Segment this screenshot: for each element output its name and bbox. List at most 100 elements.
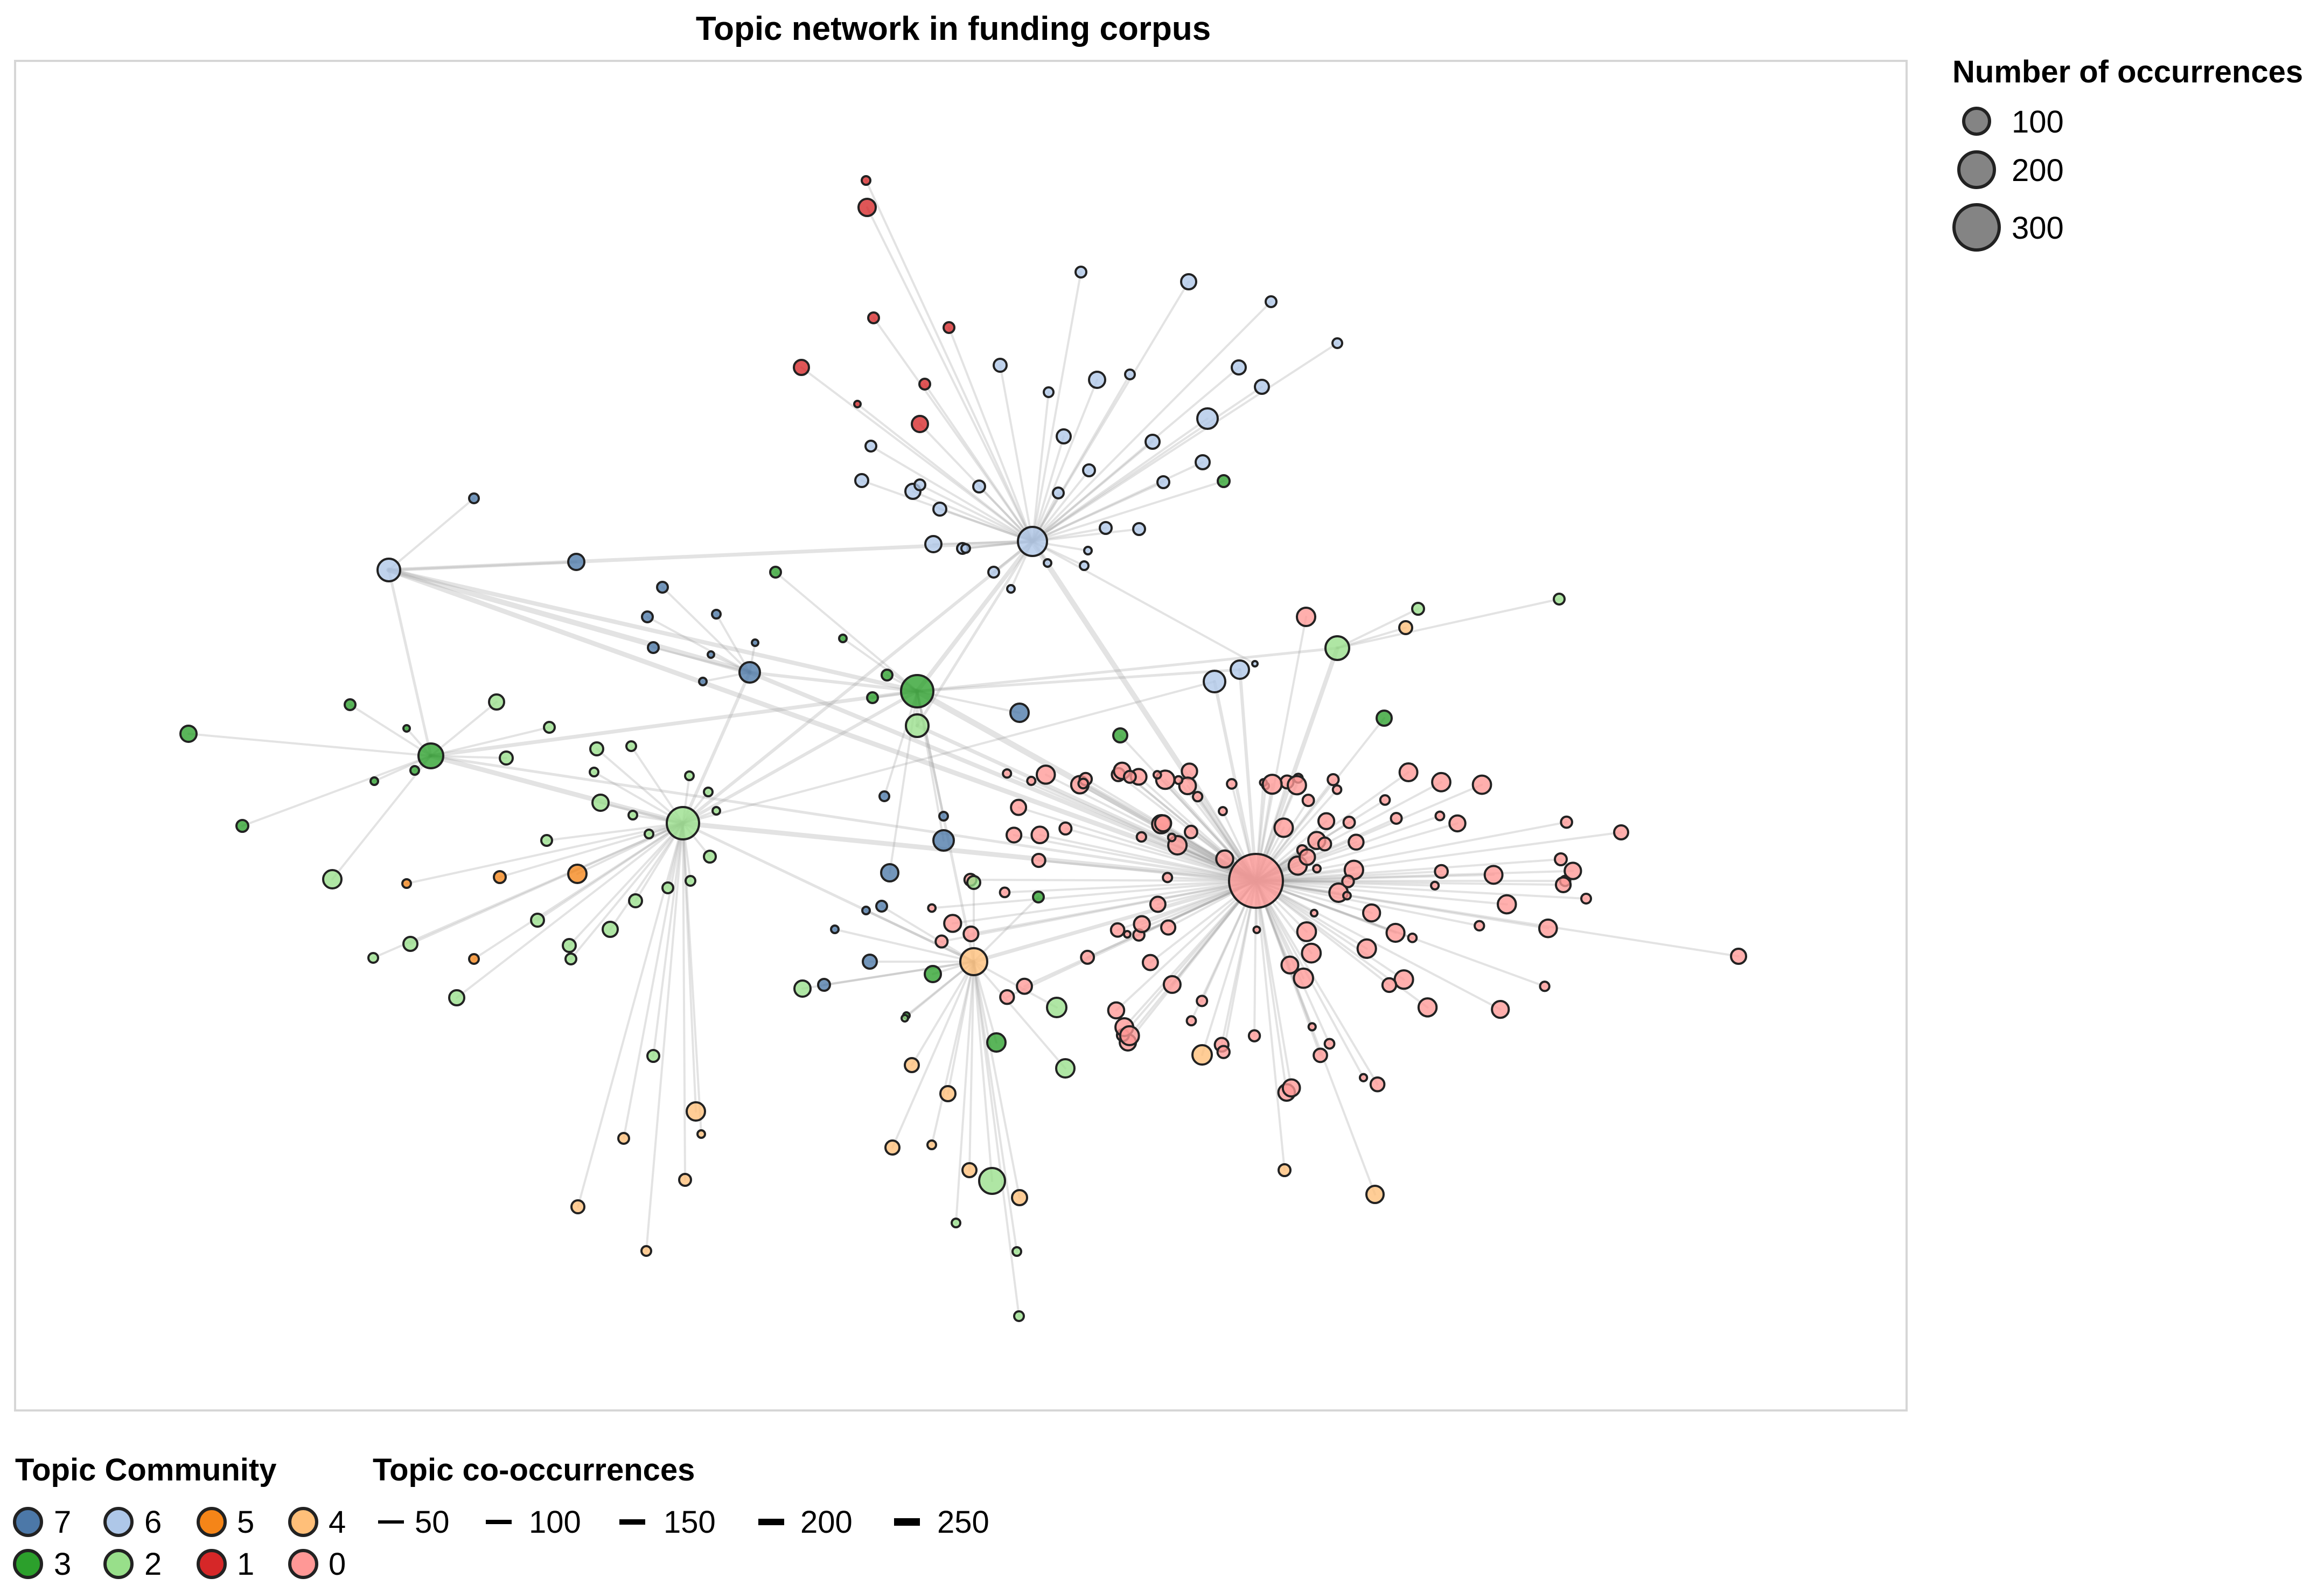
topic-node-c0-106 [1119,1025,1140,1046]
edge-hub0-50 [1006,880,1257,998]
topic-node-c0-83 [1327,773,1340,787]
community-legend-label-1: 1 [237,1547,255,1582]
topic-node-c0-41 [1191,790,1204,803]
edge-hub0-85 [1017,806,1257,882]
topic-node-c2-113 [1411,602,1425,616]
edge-legend-label-250: 250 [937,1505,989,1540]
topic-node-c0-61 [1185,1015,1197,1027]
topic-node-c0-59 [1031,852,1046,868]
edge-hub0-2 [1127,880,1257,1044]
topic-node-c2-112 [646,1049,660,1063]
topic-node-c0-79 [1122,930,1132,939]
topic-node-c6-29 [924,535,943,553]
edge-periph-58 [865,909,975,963]
topic-node-c0-51 [1107,1001,1126,1020]
topic-node-c6-15 [1231,359,1247,376]
edge-bridge-17 [748,671,919,693]
topic-node-c2-83 [589,767,599,777]
topic-node-c0-107 [1030,825,1050,845]
topic-node-c1-2 [867,311,880,324]
topic-node-c2-108 [978,1167,1006,1195]
topic-node-c6-20 [1144,434,1161,450]
plot-frame [14,60,1908,1412]
edge-periph-0 [866,206,1034,543]
topic-node-c0-137 [1613,824,1629,840]
edge-bridge-9 [681,690,919,825]
topic-node-c0-138 [1554,852,1568,866]
topic-node-c4-119 [686,1101,706,1122]
topic-node-c2-92 [685,875,696,887]
topic-node-c0-64 [1287,775,1307,796]
edge-periph-78 [430,701,498,757]
topic-node-c2-103 [966,875,981,890]
edge-bridge-10 [681,540,1034,825]
topic-node-c2-79 [543,721,556,734]
topic-node-c0-78 [927,903,937,913]
topic-node-c0-84 [1080,949,1095,965]
edge-periph-33 [1031,528,1140,543]
topic-node-c7-47 [711,609,722,620]
topic-node-c2-87 [703,787,714,797]
topic-node-c0-135 [1296,607,1316,627]
edge-bridge-5 [428,753,686,826]
topic-node-c0-34 [1154,814,1173,833]
topic-node-c6-11 [1331,337,1343,349]
edge-periph-16 [1031,386,1263,543]
edge-hub0-51 [1115,880,1257,1012]
edge-periph-128 [931,961,975,1146]
topic-node-c6-25 [972,479,986,493]
edge-hub0-7 [1255,880,1405,981]
topic-node-c2-85 [627,810,638,821]
edge-hub0-78 [931,880,1257,909]
community-legend-title: Topic Community [15,1452,277,1487]
topic-node-c6-39 [1006,584,1016,594]
topic-node-c2-102 [322,869,343,889]
topic-node-c0-87 [1434,864,1449,879]
topic-node-c5-116 [493,870,507,884]
topic-node-c6-10 [1265,295,1278,308]
topic-node-c0-54 [1483,865,1504,885]
size-legend-title: Number of occurrences [1952,54,2304,89]
topic-node-c4-121 [696,1129,706,1139]
topic-node-c6-16 [1254,379,1270,395]
edge-periph-95 [609,822,684,930]
edge-periph-14 [1031,373,1131,543]
topic-node-c0-110 [1135,831,1148,843]
edge-periph-131 [1201,880,1257,1056]
topic-node-c0-35 [999,886,1011,899]
topic-node-c4-127 [884,1139,901,1156]
edge-hub0-3 [1013,833,1257,882]
topic-node-c0-118 [1296,921,1317,942]
edge-hub0-107 [1038,833,1257,882]
edge-periph-126 [947,961,975,1095]
topic-node-c0-7 [1393,969,1414,990]
edge-hub0-56 [1255,880,1391,986]
topic-node-c3-76 [369,776,379,786]
edge-periph-100 [372,822,684,959]
size-legend-label-100: 100 [2012,105,2064,140]
topic-node-c0-103 [1218,806,1228,816]
topic-node-c0-101 [1497,894,1517,915]
topic-node-c7-56 [880,863,899,882]
topic-node-c0-48 [1133,915,1151,934]
edge-periph-107 [973,961,1066,1069]
edge-periph-109 [955,961,975,1224]
topic-node-c1-0 [857,198,877,217]
topic-node-c7-48 [647,641,660,654]
edge-periph-111 [973,961,1020,1317]
topic-node-c6-38 [913,478,926,491]
edge-periph-8 [1031,271,1082,543]
topic-node-c2-78 [488,693,505,711]
topic-node-c0-17 [1434,810,1446,822]
topic-node-c3-69 [924,965,942,983]
topic-node-c0-72 [1122,769,1137,784]
topic-node-c0-85 [1010,798,1028,816]
size-legend-circle-200 [1957,150,1996,189]
topic-node-c0-90 [1178,776,1197,796]
topic-node-c7-53 [878,790,890,802]
edge-hub0-98 [1123,880,1257,1028]
topic-node-c7-60 [862,954,878,970]
topic-node-c4-126 [939,1085,957,1102]
topic-node-c7-51 [698,677,708,686]
topic-node-c3-77 [235,819,249,833]
